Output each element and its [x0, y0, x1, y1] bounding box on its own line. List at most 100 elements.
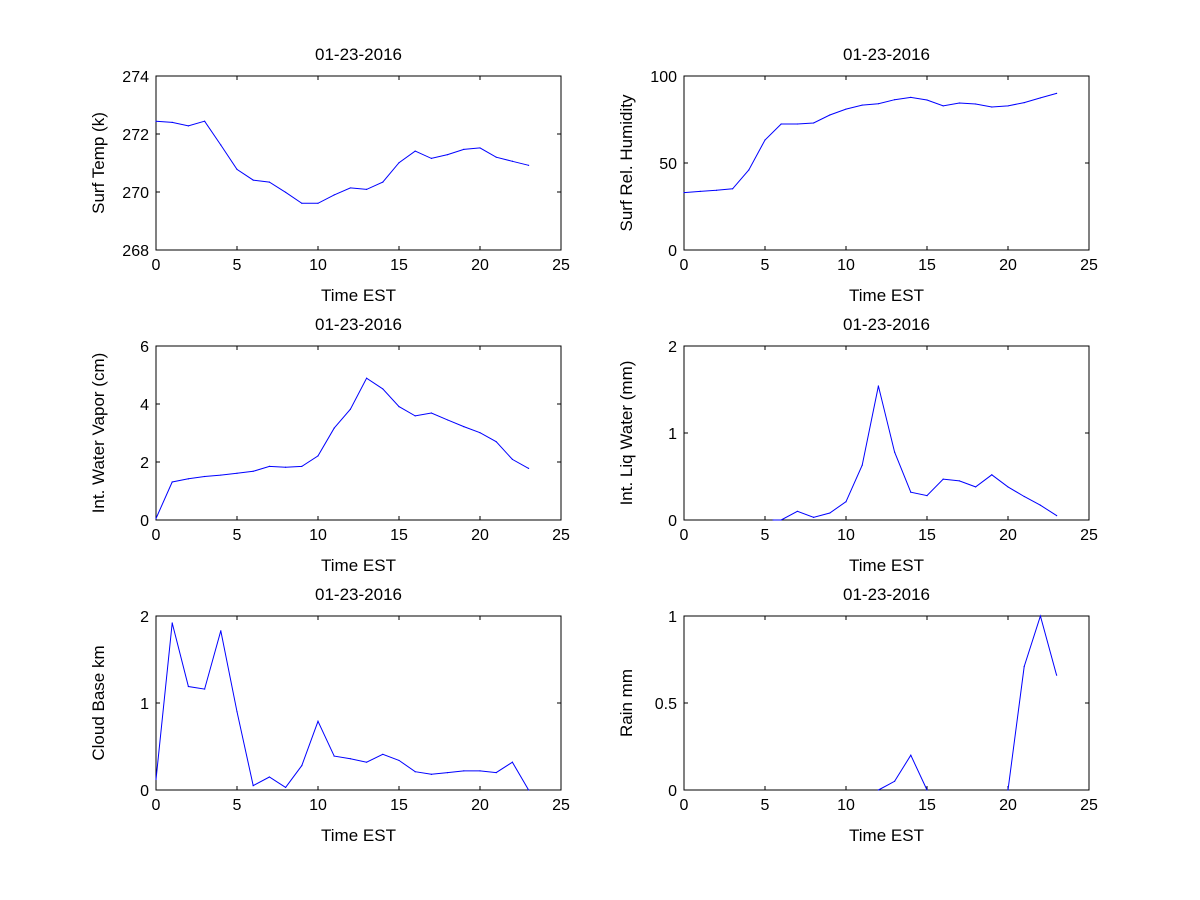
y-axis-label: Surf Temp (k)	[89, 112, 108, 214]
data-point	[317, 455, 319, 457]
y-tick-label: 0	[668, 513, 677, 530]
series-line	[155, 120, 529, 204]
data-point	[748, 169, 750, 171]
x-tick-label: 25	[552, 527, 570, 544]
data-point	[479, 147, 481, 149]
subplot-3: 0 5 10 15 20 25 0 2 4 6 01-23-2016 Time EST Int. Wat…	[89, 315, 570, 575]
data-point	[1007, 789, 1009, 791]
data-point	[1039, 97, 1041, 99]
x-tick-label: 15	[390, 797, 408, 814]
data-point	[171, 622, 173, 624]
data-point	[926, 99, 928, 101]
data-point	[780, 123, 782, 125]
data-point	[910, 96, 912, 99]
x-tick-label: 20	[471, 527, 489, 544]
data-point	[204, 120, 206, 122]
data-point	[796, 123, 799, 125]
data-point	[171, 481, 173, 483]
data-point	[252, 785, 254, 787]
x-tick-label: 15	[390, 527, 408, 544]
data-point	[349, 758, 351, 760]
data-point	[479, 770, 481, 772]
data-point	[155, 778, 157, 781]
data-point	[772, 519, 774, 521]
data-point	[910, 491, 912, 493]
data-point	[398, 162, 400, 164]
y-tick-label: 2	[668, 339, 677, 356]
subplot-title: 01-23-2016	[315, 315, 402, 334]
data-point	[942, 478, 944, 480]
data-point	[528, 467, 530, 469]
subplot-4: 0 5 10 15 20 25 0 1 2 01-23-2016 Time EST Int. Liq …	[617, 315, 1098, 575]
y-tick-label: 1	[668, 609, 677, 626]
x-axis-label: Time EST	[849, 556, 924, 575]
data-point	[301, 465, 303, 467]
x-tick-label: 25	[552, 257, 570, 274]
data-point	[398, 406, 400, 408]
data-point	[382, 388, 384, 390]
x-tick-label: 25	[1080, 257, 1098, 274]
subplot-title: 01-23-2016	[843, 315, 930, 334]
data-point	[991, 474, 993, 476]
data-point	[511, 761, 513, 763]
data-point	[187, 125, 189, 127]
x-tick-label: 0	[152, 797, 161, 814]
data-point	[829, 512, 831, 514]
data-point	[699, 190, 701, 192]
data-point	[877, 385, 880, 387]
data-point	[528, 789, 530, 791]
y-axis-label: Cloud Base km	[89, 645, 108, 760]
y-tick-label: 0	[668, 243, 677, 260]
data-point	[333, 427, 335, 429]
data-point	[220, 474, 222, 476]
data-point	[991, 106, 993, 108]
data-point	[910, 754, 912, 756]
data-point	[528, 164, 530, 166]
series-line	[683, 92, 1057, 194]
x-axis-label: Time EST	[849, 286, 924, 305]
x-axis-label: Time EST	[321, 556, 396, 575]
data-point	[366, 761, 368, 763]
data-point	[349, 408, 351, 410]
data-point	[382, 753, 384, 755]
data-point	[1007, 486, 1009, 488]
y-tick-label: 4	[140, 397, 149, 414]
data-point	[845, 501, 847, 503]
axes-box	[683, 345, 1090, 521]
x-tick-label: 0	[680, 257, 689, 274]
data-point	[1023, 102, 1025, 104]
data-point	[430, 412, 432, 414]
y-tick-label: 0	[140, 783, 149, 800]
y-tick-label: 274	[122, 69, 149, 86]
data-point	[155, 120, 157, 122]
y-tick-label: 1	[668, 426, 677, 443]
y-axis-label: Surf Rel. Humidity	[617, 94, 636, 231]
data-point	[366, 188, 368, 190]
data-point	[204, 475, 206, 478]
x-tick-label: 15	[390, 257, 408, 274]
data-point	[1039, 615, 1041, 617]
data-point	[236, 472, 238, 474]
y-tick-label: 50	[659, 156, 677, 173]
x-tick-label: 10	[309, 797, 327, 814]
data-point	[447, 153, 449, 156]
x-tick-label: 10	[309, 527, 327, 544]
data-point	[252, 179, 254, 181]
data-point	[877, 103, 880, 105]
data-point	[447, 772, 449, 774]
data-point	[894, 451, 896, 453]
data-point	[511, 458, 513, 460]
data-point	[511, 160, 513, 162]
data-point	[958, 480, 961, 482]
data-point	[495, 441, 497, 443]
axes-box	[155, 75, 562, 251]
data-point	[220, 144, 222, 146]
subplot-5: 0 5 10 15 20 25 0 1 2 01-23-2016 Time EST Cloud Bas…	[89, 585, 570, 845]
subplot-6: 0 5 10 15 20 25 0 0.5 1 01-23-2016 Time EST Rain mm	[617, 585, 1098, 845]
data-point	[894, 780, 896, 782]
data-point	[861, 104, 863, 106]
x-tick-label: 5	[233, 527, 242, 544]
data-point	[975, 103, 977, 105]
subplot-2: 0 5 10 15 20 25 0 50 100 01-23-2016 Time EST Surf R…	[617, 45, 1098, 305]
series-line	[878, 614, 1058, 791]
